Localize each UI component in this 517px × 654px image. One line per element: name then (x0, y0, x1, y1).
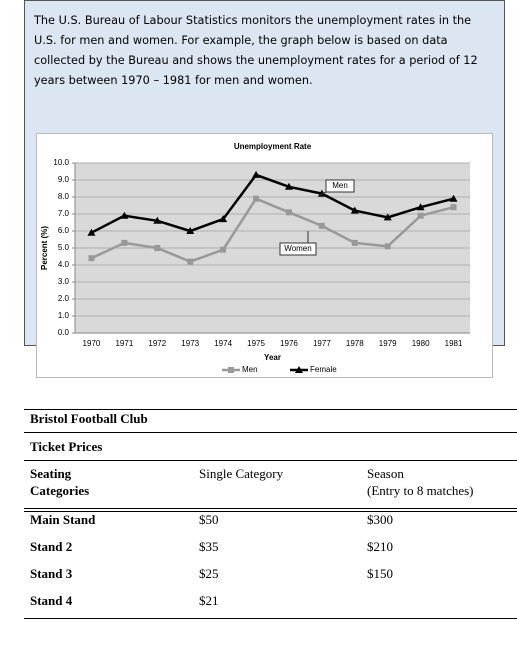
x-tick-label: 1978 (346, 339, 364, 348)
column-header: Categories (30, 483, 90, 498)
y-tick-label: 3.0 (58, 277, 70, 286)
y-tick-label: 4.0 (58, 260, 70, 269)
x-axis-label: Year (264, 353, 281, 362)
x-tick-label: 1974 (214, 339, 232, 348)
rule (24, 432, 517, 433)
table-cell: Stand 3 (30, 566, 73, 581)
x-tick-label: 1980 (412, 339, 430, 348)
y-tick-label: 5.0 (58, 243, 70, 252)
y-tick-label: 0.0 (58, 328, 70, 337)
column-header: Season (367, 466, 404, 481)
annotation: Women (284, 244, 311, 253)
marker (351, 239, 358, 246)
marker (350, 206, 359, 214)
y-tick-label: 6.0 (58, 226, 70, 235)
marker (120, 211, 129, 219)
table-cell: $21 (199, 593, 219, 608)
column-header: Single Category (199, 466, 284, 481)
x-tick-label: 1975 (247, 339, 265, 348)
column-header: (Entry to 8 matches) (367, 483, 474, 498)
marker (252, 170, 261, 178)
rule (24, 508, 517, 509)
y-tick-label: 2.0 (58, 294, 70, 303)
annotation-leader (319, 191, 327, 196)
y-tick-label: 10.0 (53, 158, 69, 167)
series-line (90, 197, 454, 263)
marker (220, 246, 227, 253)
table-cell: $300 (367, 512, 393, 527)
marker (153, 216, 162, 224)
x-tick-label: 1971 (115, 339, 133, 348)
marker (187, 258, 194, 265)
marker (318, 222, 325, 229)
x-tick-label: 1973 (181, 339, 199, 348)
marker (219, 215, 228, 223)
rule (24, 511, 517, 512)
rule (24, 409, 517, 410)
legend-label: Female (310, 365, 337, 374)
table-title: Bristol Football Club (30, 411, 148, 426)
marker (87, 228, 96, 236)
y-tick-label: 7.0 (58, 209, 70, 218)
marker (417, 212, 424, 219)
table-cell: $35 (199, 539, 219, 554)
x-tick-label: 1970 (83, 339, 101, 348)
table-cell: Stand 2 (30, 539, 73, 554)
column-header: Seating (30, 466, 72, 481)
marker (284, 182, 293, 190)
chart-title: Unemployment Rate (234, 142, 312, 151)
legend-label: Men (242, 365, 258, 374)
marker (384, 243, 391, 250)
rule (24, 618, 517, 619)
marker (253, 195, 260, 202)
table-cell: $50 (199, 512, 219, 527)
x-tick-label: 1976 (280, 339, 298, 348)
marker (295, 366, 303, 373)
x-tick-label: 1981 (445, 339, 463, 348)
rule (24, 460, 517, 461)
table-cell: $150 (367, 566, 393, 581)
marker (228, 367, 234, 373)
chart: Unemployment Rate 0.0 1.0 2.0 3.0 4.0 5.0 6.0 7.… (36, 133, 493, 378)
y-tick-label: 9.0 (58, 175, 70, 184)
marker (186, 227, 195, 234)
marker (121, 239, 128, 246)
annotation-box (325, 179, 355, 193)
marker (285, 209, 292, 216)
y-tick-label: 8.0 (58, 192, 70, 201)
x-tick-label: 1977 (313, 339, 331, 348)
intro-text: The U.S. Bureau of Labour Statistics mon… (34, 14, 478, 87)
marker (416, 203, 425, 211)
table-cell: Stand 4 (30, 593, 73, 608)
y-axis-label: Percent (%) (40, 226, 49, 270)
marker (88, 255, 95, 262)
marker (317, 189, 326, 197)
marker (383, 213, 392, 221)
table-cell: $25 (199, 566, 219, 581)
table-cell: Main Stand (30, 512, 96, 527)
x-tick-label: 1972 (148, 339, 166, 348)
annotation-box (279, 242, 317, 256)
y-tick-label: 1.0 (58, 311, 70, 320)
x-tick-label: 1979 (379, 339, 397, 348)
marker (449, 194, 458, 202)
table-cell: $210 (367, 539, 393, 554)
marker (154, 245, 161, 251)
series-line (90, 173, 454, 234)
table-subtitle: Ticket Prices (30, 439, 103, 454)
annotation: Men (332, 181, 348, 190)
marker (450, 204, 457, 211)
